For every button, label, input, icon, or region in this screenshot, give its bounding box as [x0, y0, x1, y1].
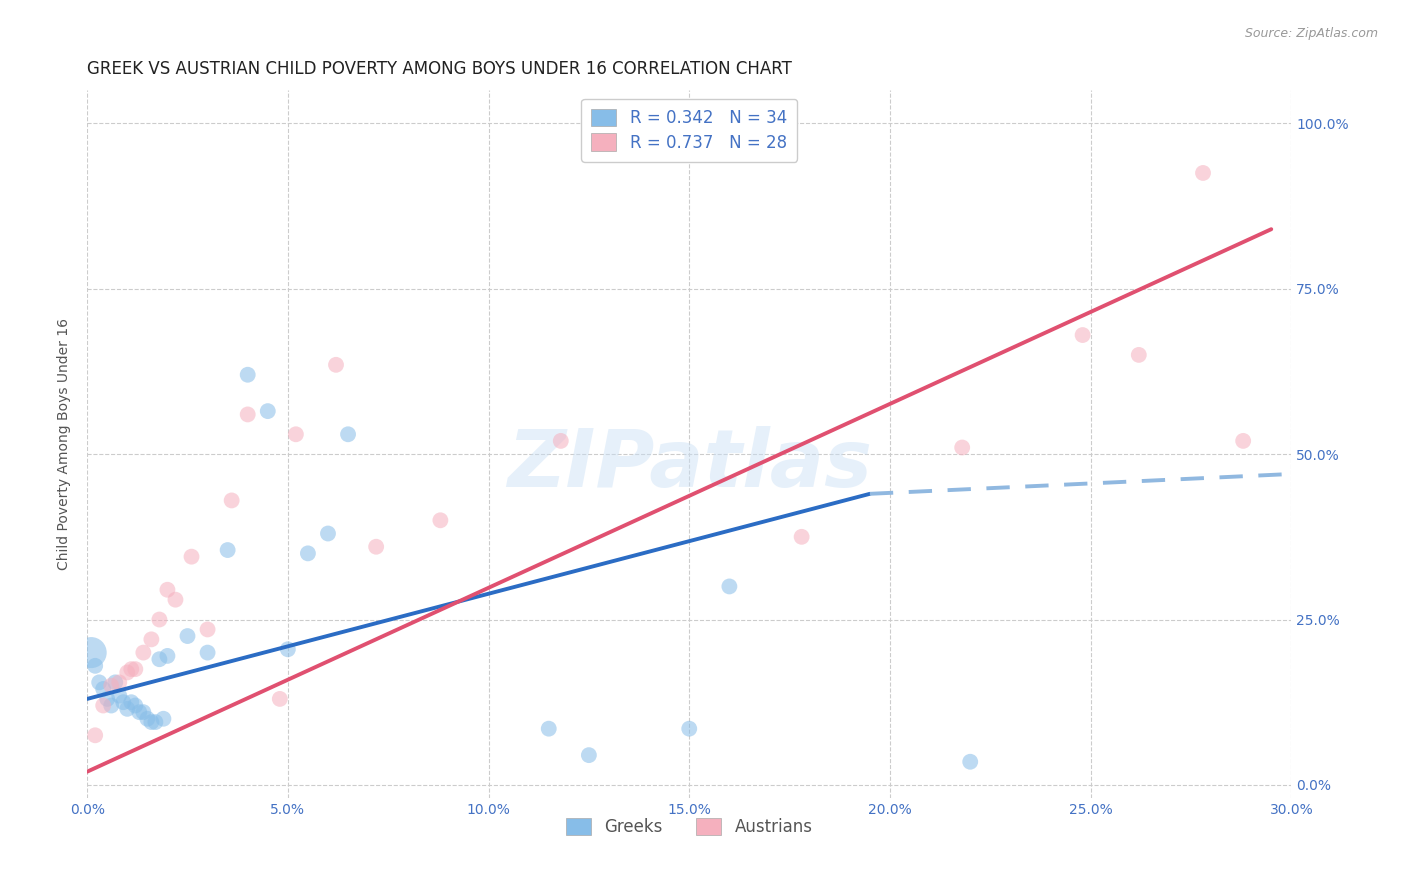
- Point: [959, 755, 981, 769]
- Point: [678, 722, 700, 736]
- Point: [316, 526, 339, 541]
- Point: [221, 493, 243, 508]
- Point: [325, 358, 347, 372]
- Point: [165, 592, 187, 607]
- Point: [1128, 348, 1150, 362]
- Legend: Greeks, Austrians: Greeks, Austrians: [560, 812, 820, 843]
- Point: [141, 714, 163, 729]
- Point: [117, 665, 139, 680]
- Point: [156, 582, 179, 597]
- Point: [180, 549, 202, 564]
- Point: [297, 546, 319, 560]
- Point: [128, 705, 150, 719]
- Point: [537, 722, 560, 736]
- Point: [337, 427, 360, 442]
- Point: [197, 623, 219, 637]
- Point: [578, 748, 600, 763]
- Point: [96, 692, 118, 706]
- Point: [124, 662, 146, 676]
- Point: [152, 712, 174, 726]
- Point: [80, 646, 103, 660]
- Point: [429, 513, 451, 527]
- Point: [197, 646, 219, 660]
- Point: [108, 689, 131, 703]
- Point: [236, 408, 259, 422]
- Point: [176, 629, 198, 643]
- Point: [366, 540, 388, 554]
- Point: [120, 695, 142, 709]
- Point: [84, 728, 107, 742]
- Point: [718, 579, 741, 593]
- Point: [269, 692, 291, 706]
- Point: [790, 530, 813, 544]
- Point: [236, 368, 259, 382]
- Point: [108, 675, 131, 690]
- Point: [141, 632, 163, 647]
- Point: [256, 404, 278, 418]
- Point: [550, 434, 572, 448]
- Point: [89, 675, 111, 690]
- Point: [148, 613, 170, 627]
- Point: [148, 652, 170, 666]
- Text: Source: ZipAtlas.com: Source: ZipAtlas.com: [1244, 27, 1378, 40]
- Point: [104, 675, 127, 690]
- Point: [132, 646, 155, 660]
- Point: [91, 698, 114, 713]
- Point: [84, 658, 107, 673]
- Point: [145, 714, 167, 729]
- Point: [120, 662, 142, 676]
- Point: [112, 695, 135, 709]
- Point: [124, 698, 146, 713]
- Point: [117, 702, 139, 716]
- Text: GREEK VS AUSTRIAN CHILD POVERTY AMONG BOYS UNDER 16 CORRELATION CHART: GREEK VS AUSTRIAN CHILD POVERTY AMONG BO…: [87, 60, 792, 78]
- Point: [136, 712, 159, 726]
- Point: [284, 427, 307, 442]
- Point: [91, 681, 114, 696]
- Point: [1192, 166, 1215, 180]
- Point: [277, 642, 299, 657]
- Point: [217, 543, 239, 558]
- Point: [1232, 434, 1254, 448]
- Point: [100, 679, 122, 693]
- Point: [950, 441, 973, 455]
- Text: ZIPatlas: ZIPatlas: [506, 426, 872, 505]
- Point: [156, 648, 179, 663]
- Y-axis label: Child Poverty Among Boys Under 16: Child Poverty Among Boys Under 16: [58, 318, 72, 570]
- Point: [1071, 328, 1094, 343]
- Point: [132, 705, 155, 719]
- Point: [100, 698, 122, 713]
